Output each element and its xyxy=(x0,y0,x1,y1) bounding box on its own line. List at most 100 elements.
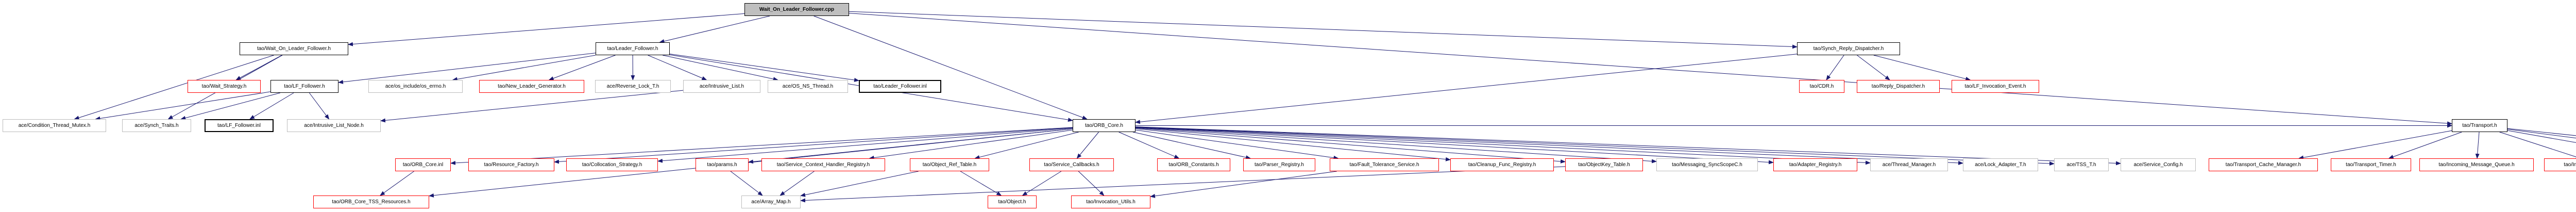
graph-node-tss-t[interactable]: ace/TSS_T.h xyxy=(2054,158,2109,171)
graph-node-incoming-msg-stack[interactable]: tao/Incoming_Message_Stack.h xyxy=(2544,158,2576,171)
include-edge xyxy=(1078,171,1105,196)
include-edge xyxy=(663,55,778,81)
graph-node-invocation-utils[interactable]: tao/Invocation_Utils.h xyxy=(1071,195,1150,208)
graph-node-service-config[interactable]: ace/Service_Config.h xyxy=(2121,158,2196,171)
graph-node-synch-traits[interactable]: ace/Synch_Traits.h xyxy=(122,119,191,132)
graph-node-reply-dispatcher[interactable]: tao/Reply_Dispatcher.h xyxy=(1857,80,1940,93)
graph-node-resource-factory[interactable]: tao/Resource_Factory.h xyxy=(468,158,554,171)
graph-node-object-h[interactable]: tao/Object.h xyxy=(988,195,1037,208)
graph-node-collocation-strategy[interactable]: tao/Collocation_Strategy.h xyxy=(566,158,658,171)
include-edge xyxy=(95,91,271,121)
include-edge xyxy=(869,129,1073,160)
include-edge xyxy=(1873,55,1971,81)
graph-node-object-ref-table[interactable]: tao/Object_Ref_Table.h xyxy=(910,158,989,171)
graph-node-objectkey-table[interactable]: tao/ObjectKey_Table.h xyxy=(1565,158,1643,171)
include-edge xyxy=(2507,128,2576,136)
include-edge xyxy=(235,55,282,80)
include-edge xyxy=(2507,130,2576,143)
graph-node-lf-invocation-event[interactable]: tao/LF_Invocation_Event.h xyxy=(1952,80,2039,93)
include-edge xyxy=(1135,126,1963,165)
graph-node-lf-h[interactable]: tao/Leader_Follower.h xyxy=(596,42,670,55)
include-edge xyxy=(249,92,294,120)
include-edge xyxy=(974,132,1079,159)
include-edge xyxy=(2507,129,2576,139)
include-edge xyxy=(2388,132,2462,159)
graph-node-intrusive-list[interactable]: ace/Intrusive_List.h xyxy=(683,80,760,93)
include-edge xyxy=(1135,54,1798,124)
graph-node-transport-cache-mgr[interactable]: tao/Transport_Cache_Manager.h xyxy=(2209,158,2318,171)
graph-node-orb-constants[interactable]: tao/ORB_Constants.h xyxy=(1157,158,1230,171)
graph-node-lf-follower-h[interactable]: tao/LF_Follower.h xyxy=(270,80,338,93)
include-edge xyxy=(1135,129,1339,160)
include-edge xyxy=(669,54,859,82)
include-edge xyxy=(648,55,707,80)
graph-node-parser-registry[interactable]: tao/Parser_Registry.h xyxy=(1243,158,1315,171)
include-edge xyxy=(452,55,596,81)
graph-node-os-ns-thread[interactable]: ace/OS_NS_Thread.h xyxy=(768,80,848,93)
graph-node-cleanup-func[interactable]: tao/Cleanup_Func_Registry.h xyxy=(1450,158,1554,171)
graph-node-cond-thread-mutex[interactable]: ace/Condition_Thread_Mutex.h xyxy=(3,119,106,132)
include-edge xyxy=(1135,128,1451,161)
include-edge xyxy=(2499,132,2576,159)
include-edge xyxy=(730,171,763,196)
graph-node-messaging-sync[interactable]: tao/Messaging_SyncScopeC.h xyxy=(1656,158,1758,171)
include-edge xyxy=(800,171,919,197)
include-edge xyxy=(2298,130,2452,160)
include-edge xyxy=(800,166,1566,203)
include-edge xyxy=(814,15,1088,120)
graph-node-orb-core-tss[interactable]: tao/ORB_Core_TSS_Resources.h xyxy=(313,195,429,208)
include-edge xyxy=(429,128,1073,198)
graph-node-srd-h[interactable]: tao/Synch_Reply_Dispatcher.h xyxy=(1797,42,1900,55)
graph-node-lf-follower-inl[interactable]: tao/LF_Follower.inl xyxy=(205,119,274,132)
include-edge xyxy=(849,11,1798,49)
graph-node-params[interactable]: tao/params.h xyxy=(696,158,749,171)
include-edge xyxy=(450,127,1073,165)
graph-node-intrusive-list-node[interactable]: ace/Intrusive_List_Node.h xyxy=(287,119,381,132)
graph-node-orb-core-inl[interactable]: tao/ORB_Core.inl xyxy=(395,158,451,171)
include-edge xyxy=(1135,127,1774,165)
graph-node-fault-tolerance[interactable]: tao/Fault_Tolerance_Service.h xyxy=(1330,158,1439,171)
graph-node-new-leader-gen[interactable]: tao/New_Leader_Generator.h xyxy=(479,80,584,93)
graph-node-service-callbacks[interactable]: tao/Service_Callbacks.h xyxy=(1029,158,1114,171)
include-edge xyxy=(1857,55,1890,80)
include-edge xyxy=(1135,126,2121,166)
include-edge xyxy=(1076,132,1099,159)
graph-node-leader-follower-inl[interactable]: tao/Leader_Follower.inl xyxy=(859,80,941,93)
include-edge xyxy=(380,90,684,123)
include-edge xyxy=(1135,127,1566,164)
graph-node-wait-strategy[interactable]: tao/Wait_Strategy.h xyxy=(188,80,261,93)
include-edge xyxy=(180,92,280,120)
include-edge xyxy=(1135,126,2055,166)
include-edge xyxy=(548,55,616,80)
graph-node-thread-manager[interactable]: ace/Thread_Manager.h xyxy=(1870,158,1948,171)
graph-node-transport-h[interactable]: tao/Transport.h xyxy=(2452,119,2507,132)
graph-node-lock-adapter[interactable]: ace/Lock_Adapter_T.h xyxy=(1963,158,2038,171)
include-edge xyxy=(1826,55,1844,80)
include-edge xyxy=(2475,132,2480,159)
include-edge xyxy=(1135,127,1871,165)
graph-node-cdr[interactable]: tao/CDR.h xyxy=(1799,80,1844,93)
include-edge xyxy=(1132,132,1251,159)
include-edge xyxy=(338,53,596,84)
include-edge xyxy=(380,171,414,196)
include-edge xyxy=(657,127,1073,163)
graph-node-sch-registry[interactable]: tao/Service_Context_Handler_Registry.h xyxy=(761,158,885,171)
graph-node-transport-timer[interactable]: tao/Transport_Timer.h xyxy=(2331,158,2411,171)
include-edge xyxy=(348,13,745,46)
include-edge xyxy=(1118,132,1180,159)
graph-node-array-map[interactable]: ace/Array_Map.h xyxy=(741,195,801,208)
graph-node-cpp: Wait_On_Leader_Follower.cpp xyxy=(744,3,849,16)
graph-node-orb-core-h[interactable]: tao/ORB_Core.h xyxy=(1073,119,1136,132)
include-edge xyxy=(1022,171,1062,196)
include-edge xyxy=(309,92,330,120)
graph-node-wolf-h[interactable]: tao/Wait_On_Leader_Follower.h xyxy=(240,42,348,55)
graph-node-os-errno[interactable]: ace/os_include/os_errno.h xyxy=(368,80,463,93)
graph-node-adapter-registry[interactable]: tao/Adapter_Registry.h xyxy=(1773,158,1857,171)
graph-node-incoming-msg-queue[interactable]: tao/Incoming_Message_Queue.h xyxy=(2419,158,2534,171)
include-edge xyxy=(1150,171,1337,198)
graph-node-reverse-lock[interactable]: ace/Reverse_Lock_T.h xyxy=(595,80,671,93)
include-edge xyxy=(74,55,274,120)
include-edge xyxy=(554,127,1073,164)
